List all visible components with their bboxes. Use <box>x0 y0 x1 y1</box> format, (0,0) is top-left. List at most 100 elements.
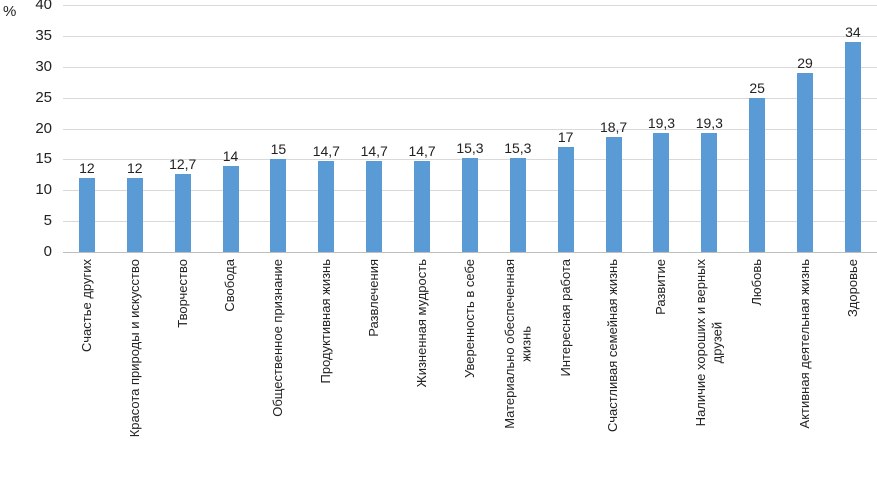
bar-value-label: 15,3 <box>504 139 532 156</box>
category-label-cell: Материально обеспеченная жизнь <box>494 259 542 494</box>
y-tick-label: 25 <box>35 88 52 106</box>
bar-value-label: 15,3 <box>456 139 484 156</box>
bar-value-label: 18,7 <box>599 118 628 135</box>
category-label: Развлечения <box>366 259 382 337</box>
bar <box>126 177 143 252</box>
plot-area: 12 12 12,7 14 15 14,7 14,7 14,7 15,3 15,3 17 18,7 19… <box>63 5 877 253</box>
bar <box>461 157 478 252</box>
bar-column: 14,7 <box>302 5 350 252</box>
bar-column: 15 <box>255 5 303 252</box>
y-tick-label: 20 <box>35 119 52 137</box>
y-tick-label: 5 <box>43 212 52 230</box>
bar-value-label: 14,7 <box>312 143 340 160</box>
bar-column: 12 <box>63 5 111 252</box>
bar <box>509 157 526 252</box>
gridline <box>63 35 877 37</box>
category-label-cell: Здоровье <box>829 259 877 494</box>
gridline <box>63 5 877 6</box>
category-label-cell: Красота природы и искусство <box>111 259 159 494</box>
bar <box>414 161 431 252</box>
bars: 12 12 12,7 14 15 14,7 14,7 14,7 15,3 15,3 17 18,7 19… <box>63 5 877 252</box>
category-label: Интересная работа <box>557 259 573 377</box>
bar <box>844 42 861 252</box>
bar-column: 25 <box>733 5 781 252</box>
category-label-cell: Творчество <box>159 259 207 494</box>
bar-column: 14,7 <box>398 5 446 252</box>
bar-value-label: 19,3 <box>695 114 723 131</box>
bar <box>174 173 191 252</box>
gridline <box>63 97 877 99</box>
y-tick-label: 10 <box>35 181 52 199</box>
bar <box>222 165 239 252</box>
bar-column: 14,7 <box>350 5 398 252</box>
bar <box>605 136 622 252</box>
bar <box>78 177 95 252</box>
category-label: Развитие <box>653 259 669 315</box>
bar <box>653 132 670 252</box>
bar-value-label: 34 <box>845 24 861 41</box>
category-label: Продуктивная жизнь <box>318 259 334 384</box>
category-label: Материально обеспеченная жизнь <box>501 259 533 429</box>
category-label: Активная деятельная жизнь <box>796 259 812 429</box>
category-label: Здоровье <box>844 259 860 318</box>
y-tick-label: 15 <box>35 150 52 168</box>
bar-value-label: 12 <box>79 159 95 176</box>
bar-column: 29 <box>781 5 829 252</box>
category-label-cell: Жизненная мудрость <box>398 259 446 494</box>
category-label: Жизненная мудрость <box>413 259 429 388</box>
bar <box>318 161 335 252</box>
category-label-cell: Активная деятельная жизнь <box>781 259 829 494</box>
bar-column: 18,7 <box>590 5 638 252</box>
category-label-cell: Любовь <box>733 259 781 494</box>
bar <box>557 147 574 252</box>
bar-value-label: 19,3 <box>647 114 676 131</box>
bar-value-label: 29 <box>797 54 813 71</box>
category-label: Творчество <box>174 259 190 328</box>
category-label: Счастье других <box>78 259 94 352</box>
category-label: Наличие хороших и верных друзей <box>693 259 725 427</box>
y-tick-label: 30 <box>35 57 52 75</box>
category-label: Красота природы и искусство <box>126 259 142 438</box>
category-label: Уверенность в себе <box>461 259 477 379</box>
category-label-cell: Интересная работа <box>542 259 590 494</box>
category-label: Любовь <box>749 259 765 306</box>
bar <box>366 161 383 252</box>
category-label: Общественное признание <box>270 259 286 417</box>
category-label-cell: Общественное признание <box>255 259 303 494</box>
bar-column: 12 <box>111 5 159 252</box>
gridline <box>63 66 877 68</box>
bar-column: 19,3 <box>685 5 733 252</box>
bar-column: 15,3 <box>446 5 494 252</box>
bar-column: 34 <box>829 5 877 252</box>
bar-value-label: 14,7 <box>408 143 436 160</box>
bar-column: 17 <box>542 5 590 252</box>
bar-value-label: 15 <box>270 141 287 158</box>
bar-column: 12,7 <box>159 5 207 252</box>
bar-value-label: 14 <box>222 147 239 164</box>
category-label-cell: Счастливая семейная жизнь <box>590 259 638 494</box>
y-tick-label: 35 <box>35 26 52 44</box>
bar-column: 15,3 <box>494 5 542 252</box>
x-axis-labels: Счастье других Красота природы и искусств… <box>63 259 877 494</box>
bar <box>749 97 766 252</box>
bar-column: 19,3 <box>638 5 686 252</box>
gridline <box>63 128 877 130</box>
y-axis-unit-label: % <box>3 3 17 20</box>
bar-column: 14 <box>207 5 255 252</box>
category-label-cell: Развитие <box>638 259 686 494</box>
bar-value-label: 17 <box>557 129 574 146</box>
category-label: Счастливая семейная жизнь <box>605 259 621 432</box>
bar-value-label: 12,7 <box>169 155 197 172</box>
category-label-cell: Счастье других <box>63 259 111 494</box>
category-label-cell: Уверенность в себе <box>446 259 494 494</box>
bar <box>797 72 814 252</box>
category-label: Свобода <box>222 259 238 312</box>
bar <box>270 159 287 252</box>
y-tick-label: 0 <box>43 243 52 260</box>
bar <box>701 132 718 252</box>
bar-value-label: 14,7 <box>360 143 388 160</box>
category-label-cell: Продуктивная жизнь <box>302 259 350 494</box>
category-label-cell: Свобода <box>207 259 255 494</box>
category-label-cell: Развлечения <box>350 259 398 494</box>
